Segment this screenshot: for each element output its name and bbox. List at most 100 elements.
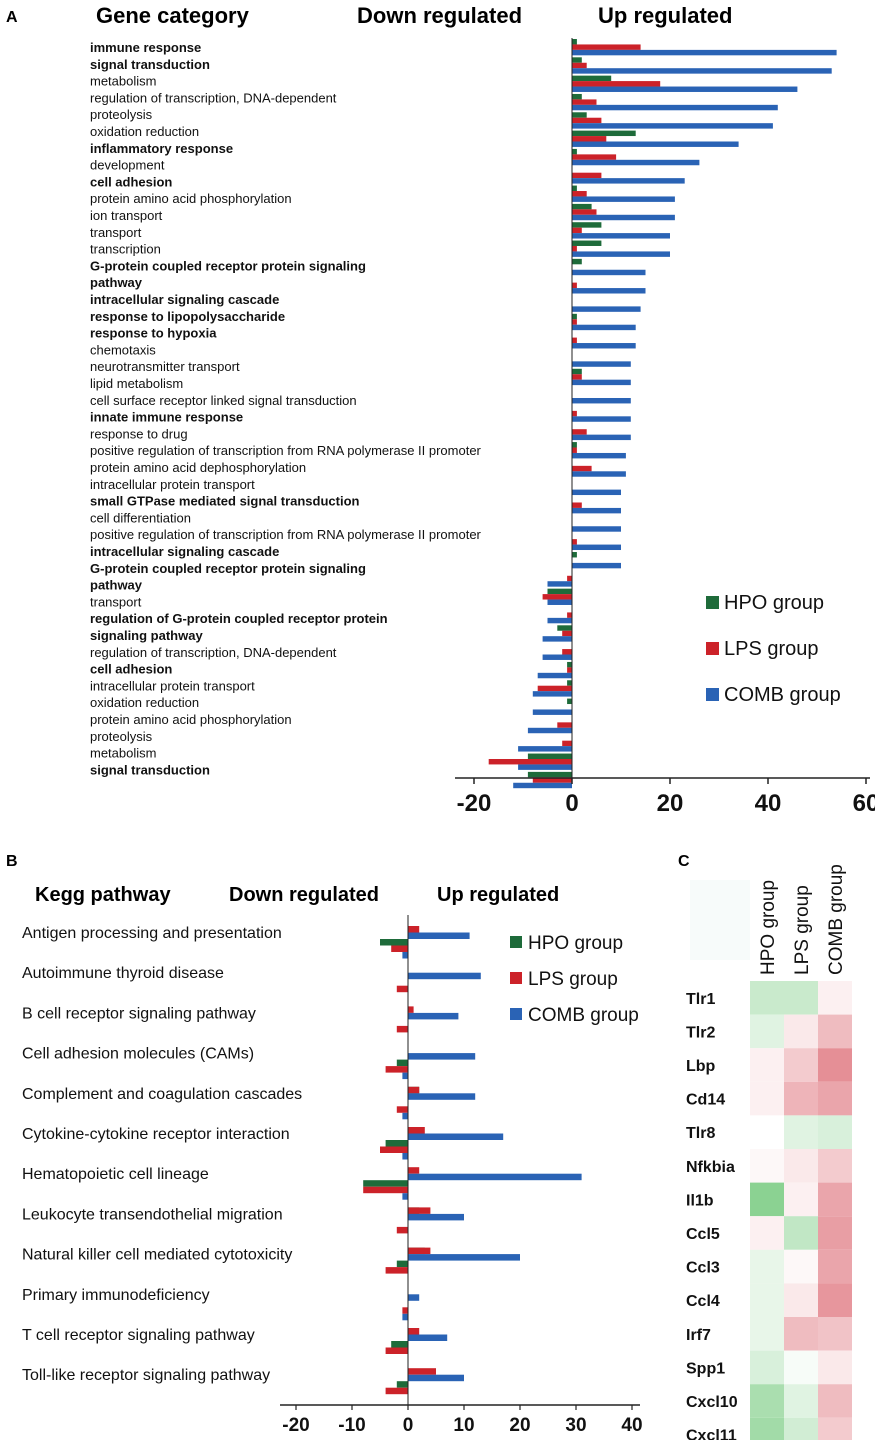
panel-c-letter: C — [678, 853, 690, 870]
heatmap-cell — [818, 1249, 852, 1284]
gene-category-label: intracellular protein transport — [90, 477, 255, 492]
lps-bar — [567, 575, 572, 582]
comb-bar — [572, 397, 631, 404]
heatmap-cell — [784, 1014, 818, 1049]
gene-category-label: transcription — [90, 242, 161, 257]
heatmap-column-label: LPS group — [792, 885, 813, 975]
lps-bar — [532, 777, 572, 783]
gene-category-label: pathway — [90, 578, 143, 593]
legend: HPO group LPS group COMB group — [510, 933, 639, 1026]
comb-bar — [408, 1133, 504, 1140]
lps-bar — [542, 594, 572, 600]
lps-bar — [572, 282, 577, 289]
gene-category-label: positive regulation of transcription fro… — [90, 527, 482, 542]
heatmap-cell — [784, 1149, 818, 1183]
comb-bar — [572, 544, 621, 551]
heatmap-row-label: Il1b — [686, 1192, 714, 1209]
lps-bar — [562, 649, 572, 655]
hpo-bar — [567, 661, 572, 668]
background-tint — [690, 880, 750, 960]
gene-category-label: innate immune response — [90, 410, 243, 425]
comb-bar — [572, 361, 631, 367]
lps-bar — [572, 227, 582, 234]
x-tick-label: 20 — [657, 790, 684, 817]
heatmap-cell — [818, 1014, 852, 1049]
gene-category-label: pathway — [90, 275, 143, 290]
lps-bar — [391, 945, 408, 952]
heatmap-row-label: Irf7 — [686, 1327, 711, 1344]
kegg-pathway-label: Complement and coagulation cascades — [22, 1086, 302, 1103]
x-tick-label: 10 — [453, 1415, 474, 1436]
comb-bar — [572, 123, 773, 129]
comb-bar — [572, 343, 636, 349]
lps-bar — [385, 1387, 408, 1395]
lps-bar — [408, 1247, 431, 1255]
comb-bar — [402, 1313, 408, 1321]
gene-category-label: transport — [90, 594, 142, 609]
lps-bar — [363, 1186, 408, 1194]
kegg-pathway-label: Autoimmune thyroid disease — [22, 965, 224, 982]
hpo-bar — [572, 39, 577, 45]
lps-bar — [572, 136, 607, 142]
comb-bar — [408, 932, 470, 939]
lps-bar — [572, 172, 602, 179]
gene-category-label: response to lipopolysaccharide — [90, 309, 285, 324]
legend: HPO group LPS group COMB group — [706, 592, 841, 706]
heatmap-row-label: Tlr8 — [686, 1125, 715, 1142]
comb-bar — [408, 1334, 448, 1341]
comb-bar — [572, 86, 798, 92]
hpo-bar — [396, 1260, 408, 1268]
lps-bar — [562, 740, 572, 747]
lps-bar — [572, 429, 587, 435]
comb-bar — [572, 68, 832, 74]
hpo-bar — [572, 93, 582, 100]
hpo-bar — [572, 368, 582, 375]
comb-bar — [532, 691, 572, 697]
lps-bar — [572, 319, 577, 325]
x-tick-label: -20 — [282, 1415, 309, 1436]
gene-category-label: response to hypoxia — [90, 326, 217, 341]
heatmap-cell — [784, 1081, 818, 1116]
heatmap-cell — [750, 1115, 784, 1149]
legend-label: HPO group — [528, 933, 623, 954]
lps-bar — [408, 1207, 431, 1214]
lps-bar — [572, 502, 582, 508]
kegg-pathway-label: T cell receptor signaling pathway — [22, 1327, 255, 1344]
comb-bar — [402, 952, 408, 959]
legend-label: LPS group — [528, 969, 618, 990]
comb-bar — [408, 1093, 476, 1100]
heatmap-cell — [784, 1350, 818, 1385]
gene-category-label: G-protein coupled receptor protein signa… — [90, 561, 366, 576]
kegg-pathway-label: Antigen processing and presentation — [22, 925, 282, 942]
gene-category-label: neurotransmitter transport — [90, 359, 240, 374]
kegg-pathway-label: Natural killer cell mediated cytotoxicit… — [22, 1247, 292, 1264]
comb-bar — [572, 159, 700, 166]
lps-bar — [385, 1267, 408, 1274]
heatmap-cell — [818, 1283, 852, 1317]
gene-category-label: cell adhesion — [90, 662, 172, 677]
hpo-bar — [567, 680, 572, 686]
comb-bar — [547, 617, 572, 624]
heatmap-cell — [750, 1249, 784, 1284]
comb-bar — [572, 141, 739, 147]
lps-bar — [488, 758, 572, 765]
panel-a-letter: A — [6, 9, 18, 26]
gene-category-label: intracellular signaling cascade — [90, 544, 279, 559]
lps-bar — [408, 1006, 414, 1013]
gene-category-label: metabolism — [90, 74, 156, 89]
hpo-bar — [391, 1341, 408, 1348]
legend-swatch — [510, 972, 522, 984]
comb-bar — [542, 654, 572, 660]
hpo-bar — [572, 185, 577, 192]
lps-bar — [572, 245, 577, 252]
lps-bar — [572, 191, 587, 197]
legend-swatch — [706, 596, 719, 609]
comb-bar — [572, 489, 621, 496]
heatmap-cell — [784, 1182, 818, 1217]
heatmap-cell — [784, 1417, 818, 1440]
hpo-bar — [572, 57, 582, 63]
heatmap-chart: Tlr1 Tlr2 Lbp Cd14 Tlr8 Nfkbia Il1b Ccl5 Ccl3 Ccl… — [686, 864, 852, 1440]
legend-label: HPO group — [724, 592, 824, 614]
comb-bar — [408, 972, 481, 980]
